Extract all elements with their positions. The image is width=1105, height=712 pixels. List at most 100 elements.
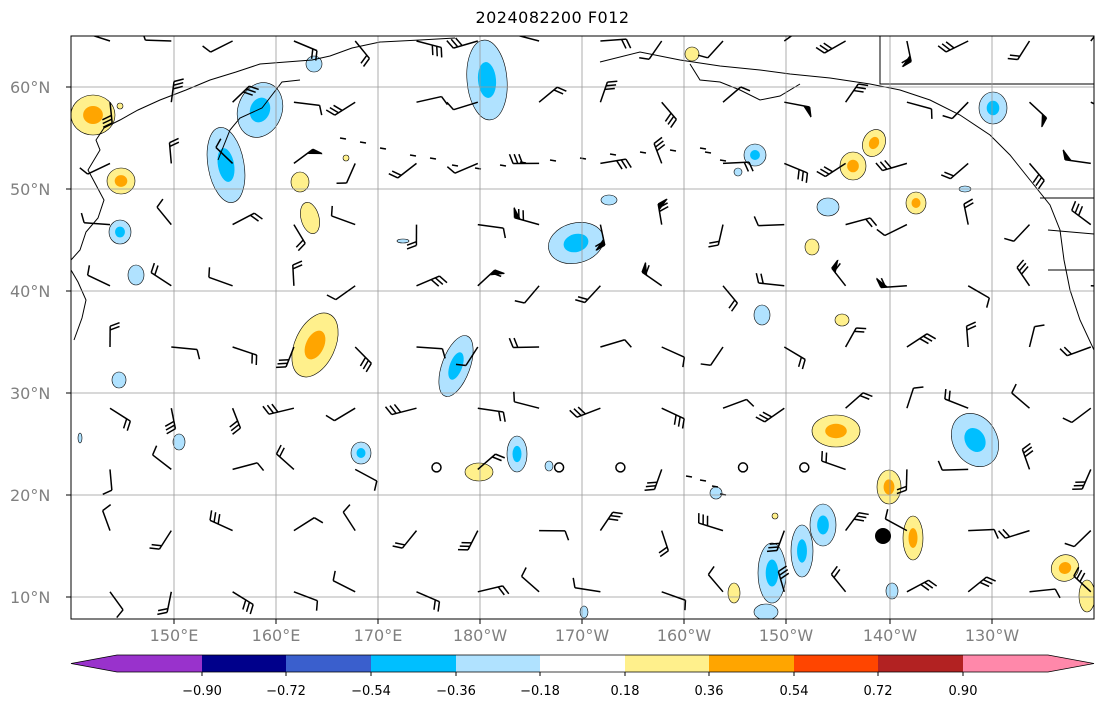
wind-barb: [569, 406, 601, 418]
island: [639, 151, 647, 154]
negative-anomaly-region: [757, 542, 787, 604]
positive-anomaly-region: [902, 515, 924, 561]
wind-barb: [101, 504, 112, 531]
island: [699, 147, 707, 150]
calm-wind-circle: [799, 462, 810, 473]
positive-anomaly-region: [771, 512, 779, 520]
colorbar-label: 0.36: [694, 684, 724, 699]
wind-barb: [508, 337, 540, 349]
wind-barb: [658, 530, 670, 558]
wind-barb: [79, 162, 111, 175]
wind-barb: [517, 36, 540, 42]
colorbar-segment: [117, 655, 202, 672]
lon-label-180w: 180°W: [452, 626, 508, 645]
positive-anomaly-region: [684, 46, 700, 62]
wind-barb: [1011, 383, 1030, 409]
wind-barb: [457, 530, 479, 551]
negative-anomaly-region: [506, 435, 528, 473]
positive-anomaly-region: [839, 151, 867, 181]
wind-barb: [86, 265, 111, 287]
wind-barb: [276, 346, 295, 369]
wind-barb: [292, 260, 303, 286]
wind-barb: [392, 530, 418, 549]
wind-barb: [102, 102, 113, 128]
island: [711, 485, 719, 488]
positive-anomaly-region: [342, 154, 350, 162]
wind-barb: [845, 392, 873, 409]
island: [719, 159, 727, 162]
wind-barb: [209, 510, 233, 532]
wind-barb: [325, 101, 356, 116]
lon-label-150e: 150°E: [149, 626, 199, 645]
colorbar-segment: [202, 655, 286, 672]
wind-barb: [783, 346, 806, 370]
wind-barb: [156, 198, 172, 226]
wind-barb: [1072, 469, 1092, 491]
lon-label-170e: 170°E: [353, 626, 403, 645]
wind-barb: [967, 285, 991, 308]
negative-anomaly-region: [885, 582, 899, 600]
wind-barb: [755, 273, 785, 287]
colorbar-segment: [963, 655, 1048, 672]
wind-barb: [1021, 442, 1034, 470]
lat-label-60n: 60°N: [10, 78, 51, 97]
negative-anomaly-region: [816, 197, 840, 217]
island: [579, 157, 587, 160]
wind-barb: [1028, 101, 1048, 128]
wind-barb: [1064, 530, 1092, 548]
wind-barb: [416, 346, 446, 359]
wind-barb: [514, 285, 540, 304]
wind-barb: [661, 101, 678, 128]
wind-barb: [639, 40, 663, 60]
colorbar-label: −0.90: [182, 684, 222, 699]
wind-barb: [661, 591, 687, 611]
positive-anomaly-region: [862, 129, 886, 157]
map-title: 2024082200 F012: [475, 8, 630, 27]
calm-wind-circle: [553, 462, 565, 473]
coastline: [217, 79, 301, 161]
map-background: [71, 36, 1094, 619]
wind-barb: [700, 346, 724, 367]
wind-barb: [906, 101, 933, 119]
negative-anomaly-region: [127, 264, 145, 286]
wind-barb: [844, 83, 869, 103]
lat-label-20n: 20°N: [10, 486, 51, 505]
negative-anomaly-region: [809, 503, 837, 547]
island: [549, 159, 557, 162]
positive-anomaly-region: [804, 238, 820, 256]
positive-anomaly-region: [727, 582, 741, 604]
wind-barb: [937, 460, 969, 471]
island: [699, 479, 707, 482]
colorbar-extend-min: [71, 655, 117, 672]
wind-barb: [600, 38, 632, 49]
wind-barb: [293, 591, 319, 611]
wind-barb: [143, 36, 172, 42]
lat-label-10n: 10°N: [10, 588, 51, 607]
wind-barb: [446, 37, 479, 49]
wind-barb: [416, 275, 448, 287]
wind-barb: [446, 101, 479, 111]
wind-barb: [821, 451, 846, 471]
negative-anomaly-region: [111, 371, 127, 389]
positive-anomaly-region: [834, 313, 850, 327]
wind-barb: [262, 403, 295, 415]
colorbar-label: −0.72: [266, 684, 306, 699]
wind-barb: [406, 224, 418, 250]
wind-barb: [446, 162, 479, 174]
negative-anomaly-region: [600, 194, 618, 206]
wind-barb: [416, 95, 449, 106]
wind-barb: [513, 391, 540, 409]
wind-barb: [325, 407, 356, 422]
calm-wind-circle: [431, 462, 442, 473]
negative-anomaly-region: [77, 432, 83, 444]
track-point-marker: [875, 528, 891, 544]
wind-barb: [538, 86, 567, 103]
wind-barb: [753, 216, 785, 227]
positive-anomaly-region: [876, 469, 902, 505]
wind-barb: [722, 398, 755, 409]
coastline: [71, 269, 87, 341]
wind-barb: [968, 528, 999, 539]
wind-barb: [777, 565, 790, 593]
wind-barb: [513, 206, 540, 226]
wind-barb: [697, 40, 724, 59]
